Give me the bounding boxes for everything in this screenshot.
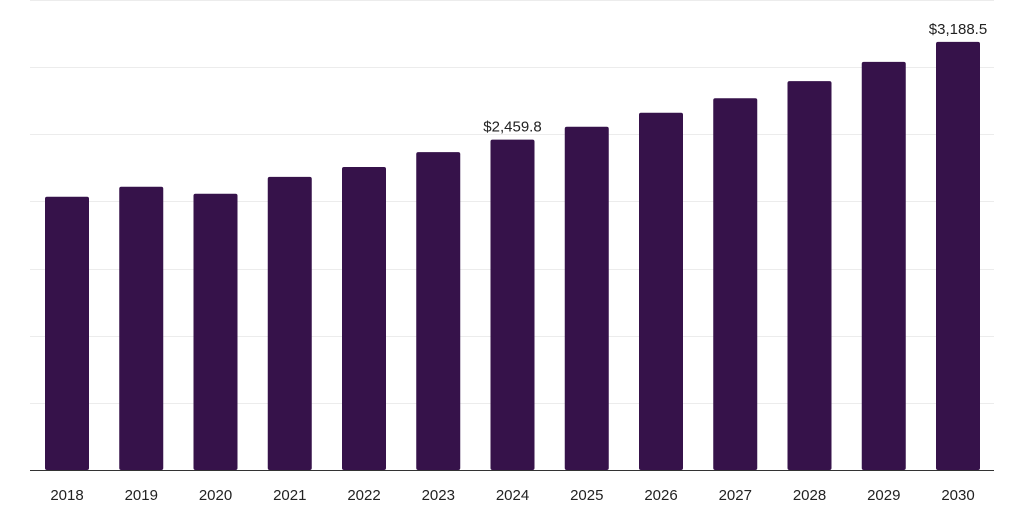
x-tick-label-2026: 2026 [644, 487, 677, 504]
bar-2027[interactable] [713, 98, 758, 471]
bar-2018[interactable] [45, 196, 89, 471]
x-axis-ticks: 2018 2019 2020 2021 2022 2023 2024 2025 2026 2027… [50, 487, 974, 504]
x-tick-label-2023: 2023 [422, 487, 455, 504]
data-label-2030: $3,188.5 [929, 21, 987, 38]
bar-2020[interactable] [193, 193, 238, 470]
x-tick-label-2029: 2029 [867, 487, 900, 504]
x-tick-label-2030: 2030 [941, 487, 974, 504]
x-tick-label-2024: 2024 [496, 487, 529, 504]
x-tick-label-2022: 2022 [347, 487, 380, 504]
x-tick-label-2027: 2027 [719, 487, 752, 504]
bar-2021[interactable] [267, 176, 312, 470]
x-tick-label-2021: 2021 [273, 487, 306, 504]
bar-2029[interactable] [861, 61, 906, 470]
x-tick-label-2025: 2025 [570, 487, 603, 504]
bar-2026[interactable] [639, 112, 683, 471]
x-tick-label-2020: 2020 [199, 487, 232, 504]
bars [45, 41, 980, 471]
data-labels: $2,459.8 $3,188.5 [483, 21, 987, 136]
bar-2022[interactable] [342, 167, 386, 471]
bar-2024[interactable] [490, 139, 535, 470]
bar-2030[interactable] [936, 41, 980, 470]
data-label-2024: $2,459.8 [483, 119, 541, 136]
bar-2023[interactable] [416, 152, 461, 470]
x-tick-label-2018: 2018 [50, 487, 83, 504]
x-tick-label-2028: 2028 [793, 487, 826, 504]
bar-2025[interactable] [564, 126, 609, 471]
x-tick-label-2019: 2019 [125, 487, 158, 504]
bar-2019[interactable] [119, 186, 164, 471]
bar-2028[interactable] [787, 81, 832, 471]
